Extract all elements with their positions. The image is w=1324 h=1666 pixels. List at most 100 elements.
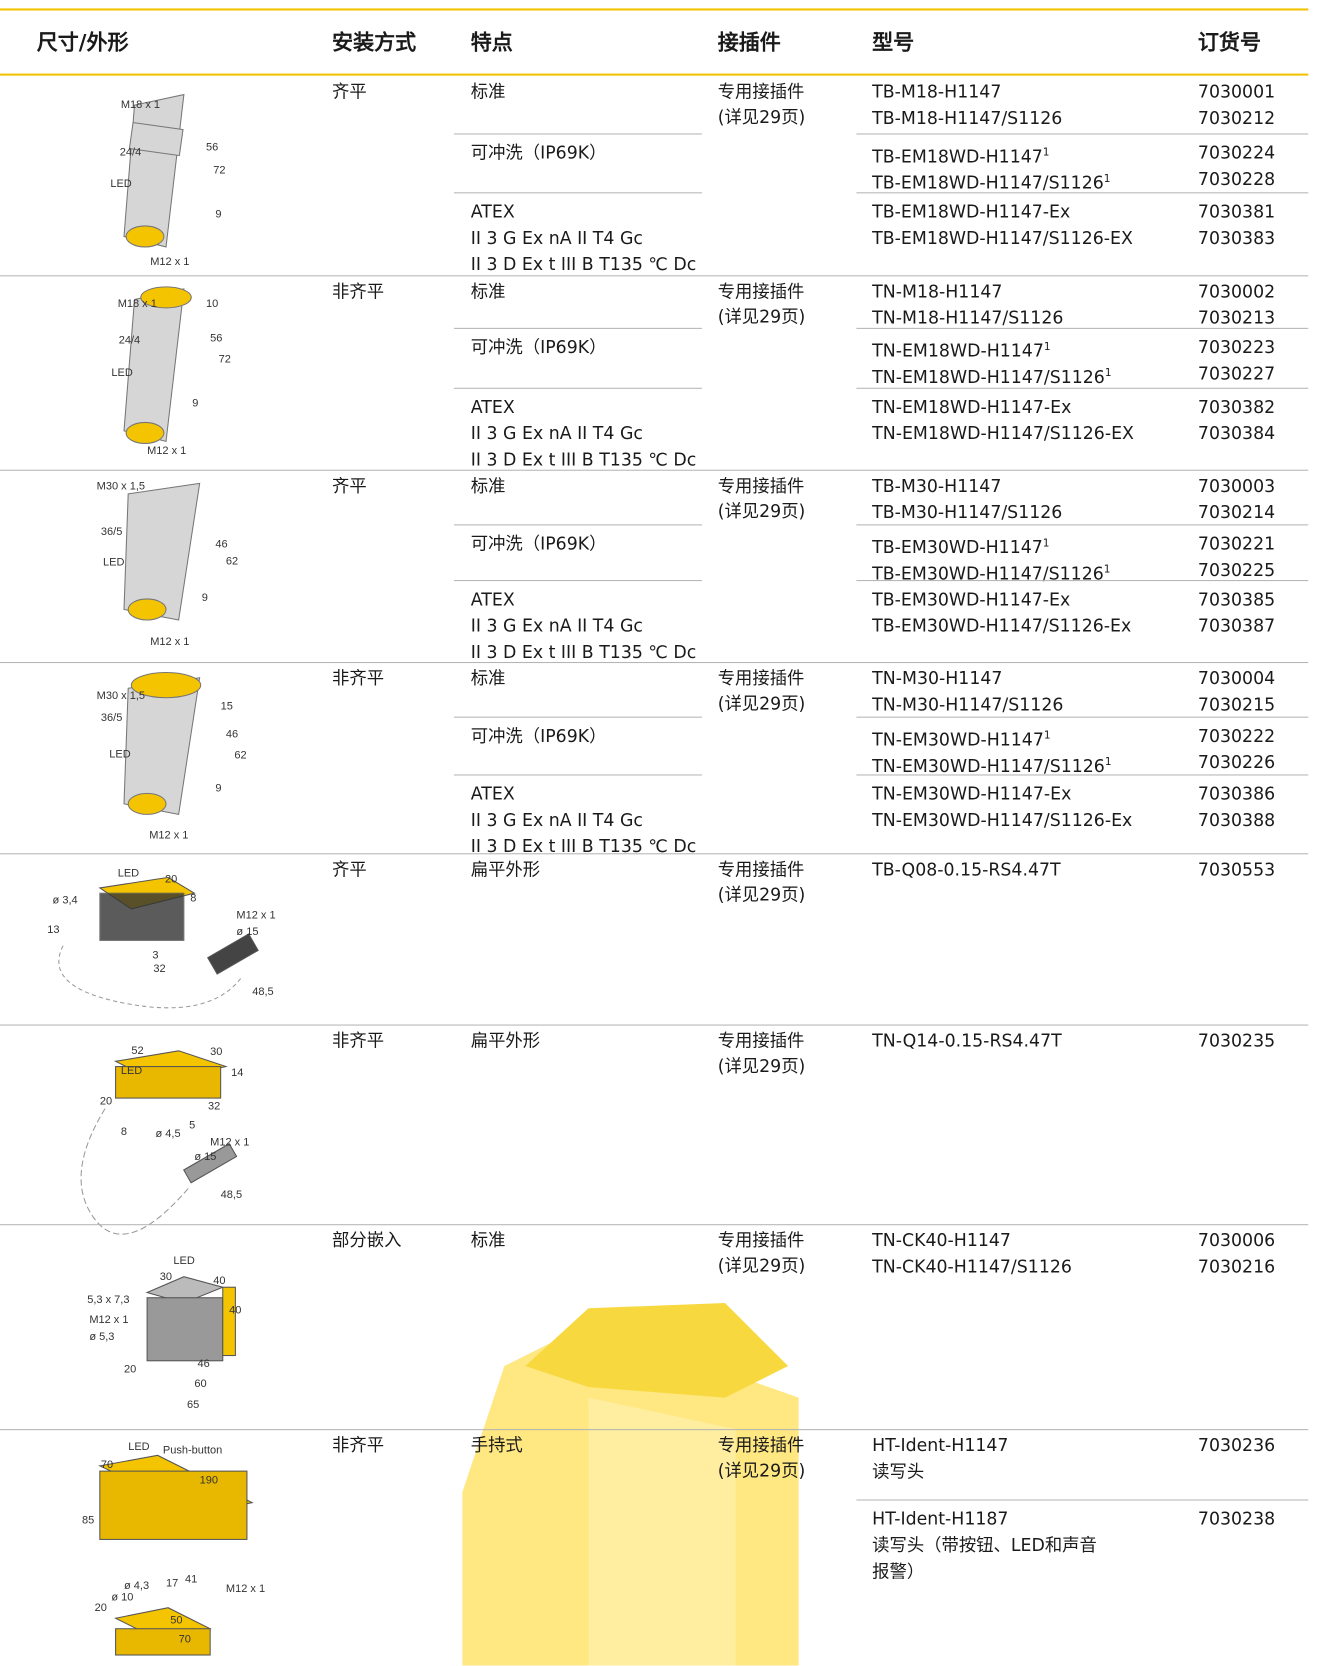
column-header: 订货号 bbox=[1197, 29, 1261, 55]
drawing-label: 70 bbox=[179, 1633, 191, 1645]
feature: 扁平外形 bbox=[470, 859, 541, 880]
drawing-label: 72 bbox=[213, 164, 225, 176]
model: TB-EM18WD-H1147/S1126-EX bbox=[872, 228, 1133, 248]
drawing-label: 32 bbox=[153, 963, 165, 975]
drawing-label: ø 4,5 bbox=[156, 1128, 181, 1140]
model: TB-M30-H1147/S1126 bbox=[872, 502, 1063, 523]
feature: ATEX bbox=[470, 589, 515, 610]
drawing-label: 5 bbox=[189, 1120, 195, 1132]
rule bbox=[856, 716, 1309, 718]
feature: II 3 G Ex nA II T4 Gc bbox=[470, 810, 643, 831]
order-number: 7030216 bbox=[1197, 1256, 1276, 1277]
connector: (详见29页) bbox=[717, 1056, 806, 1077]
feature: 标准 bbox=[470, 476, 506, 496]
order-number: 7030553 bbox=[1197, 859, 1276, 880]
drawing-label: 190 bbox=[200, 1475, 218, 1487]
drawing-label: 62 bbox=[234, 750, 246, 762]
drawing-label: M12 x 1 bbox=[150, 636, 189, 648]
drawing-label: M12 x 1 bbox=[147, 445, 186, 457]
connector: (详见29页) bbox=[717, 1255, 806, 1276]
mounting: 非齐平 bbox=[332, 668, 385, 689]
drawing-label: 9 bbox=[202, 592, 208, 604]
drawing-label: 72 bbox=[219, 354, 231, 366]
drawing-label: M30 x 1,5 bbox=[97, 481, 145, 493]
drawing-label: ø 15 bbox=[236, 926, 258, 938]
order-number: 7030386 bbox=[1197, 783, 1276, 804]
rule bbox=[453, 774, 702, 776]
feature: 可冲洗（IP69K） bbox=[470, 142, 607, 163]
feature: 可冲洗（IP69K） bbox=[470, 726, 607, 747]
drawing-label: 32 bbox=[208, 1101, 220, 1113]
connector: 专用接插件 bbox=[717, 1230, 805, 1251]
drawing-label: 46 bbox=[198, 1358, 210, 1370]
footnote-mark: 1 bbox=[1104, 756, 1112, 769]
rule bbox=[453, 192, 702, 194]
drawing-label: 48,5 bbox=[252, 986, 273, 998]
model: TB-EM30WD-H1147-Ex bbox=[872, 589, 1071, 610]
order-number: 7030236 bbox=[1197, 1435, 1276, 1456]
feature: II 3 D Ex t III B T135 ℃ Dc bbox=[470, 836, 697, 857]
drawing-label: LED bbox=[118, 867, 139, 879]
drawing-label: 20 bbox=[100, 1095, 112, 1107]
drawing-label: 24/4 bbox=[119, 335, 140, 347]
footnote-mark: 1 bbox=[1043, 341, 1051, 354]
footnote-mark: 1 bbox=[1042, 147, 1050, 159]
model-description: 读写头 bbox=[872, 1461, 925, 1482]
order-number: 7030004 bbox=[1197, 668, 1276, 689]
drawing-label: LED bbox=[103, 556, 124, 568]
drawing-label: 46 bbox=[226, 729, 238, 741]
column-header: 型号 bbox=[872, 29, 915, 55]
feature: II 3 G Ex nA II T4 Gc bbox=[470, 615, 643, 636]
drawing-label: 30 bbox=[210, 1046, 222, 1058]
rule bbox=[856, 524, 1309, 526]
model: TN-EM30WD-H1147-Ex bbox=[872, 783, 1072, 804]
drawing-label: M18 x 1 bbox=[121, 99, 160, 111]
order-number: 7030213 bbox=[1197, 307, 1276, 328]
order-number: 7030223 bbox=[1197, 337, 1276, 358]
drawing-label: 5,3 x 7,3 bbox=[87, 1294, 129, 1306]
connector: (详见29页) bbox=[717, 501, 806, 522]
model: TN-M30-H1147/S1126 bbox=[872, 694, 1064, 715]
footnote-mark: 1 bbox=[1103, 564, 1111, 576]
order-number: 7030215 bbox=[1197, 694, 1276, 715]
rule bbox=[0, 662, 1309, 664]
mounting: 非齐平 bbox=[332, 1435, 385, 1456]
connector: 专用接插件 bbox=[717, 476, 805, 496]
model: TN-M18-H1147/S1126 bbox=[872, 307, 1064, 328]
model: TB-EM18WD-H1147/S11261 bbox=[872, 172, 1111, 193]
feature: 可冲洗（IP69K） bbox=[470, 533, 607, 554]
order-number: 7030002 bbox=[1197, 281, 1276, 302]
feature: ATEX bbox=[470, 201, 515, 222]
drawing-label: 24/4 bbox=[120, 147, 141, 159]
footnote-mark: 1 bbox=[1103, 173, 1111, 185]
footnote-mark: 1 bbox=[1104, 367, 1112, 380]
drawing-label: 40 bbox=[213, 1275, 225, 1287]
rule bbox=[0, 275, 1309, 277]
connector: 专用接插件 bbox=[717, 668, 805, 689]
rule bbox=[856, 387, 1309, 389]
feature: 标准 bbox=[470, 281, 506, 302]
drawing-label: LED bbox=[109, 749, 130, 761]
model: TN-EM18WD-H1147/S11261 bbox=[872, 367, 1112, 388]
column-header: 特点 bbox=[470, 29, 513, 55]
order-number: 7030214 bbox=[1197, 502, 1276, 523]
connector: 专用接插件 bbox=[717, 859, 805, 880]
drawing-label: LED bbox=[111, 367, 132, 379]
order-number: 7030224 bbox=[1197, 142, 1276, 163]
order-number: 7030387 bbox=[1197, 615, 1276, 636]
model: TB-EM18WD-H11471 bbox=[872, 146, 1050, 167]
model-description: 报警） bbox=[872, 1561, 925, 1582]
feature: ATEX bbox=[470, 397, 515, 418]
order-number: 7030006 bbox=[1197, 1230, 1276, 1251]
drawing-label: M18 x 1 bbox=[118, 298, 157, 310]
model-description: 读写头（带按钮、LED和声音 bbox=[872, 1535, 1097, 1556]
drawing-label: LED bbox=[128, 1441, 149, 1453]
rule bbox=[0, 73, 1309, 76]
feature: II 3 D Ex t III B T135 ℃ Dc bbox=[470, 254, 697, 275]
order-number: 7030001 bbox=[1197, 81, 1276, 102]
drawing-label: 13 bbox=[47, 924, 59, 936]
model: TN-EM18WD-H11471 bbox=[872, 340, 1051, 361]
connector: 专用接插件 bbox=[717, 1030, 805, 1051]
order-number: 7030225 bbox=[1197, 560, 1276, 581]
drawing-label: 30 bbox=[160, 1271, 172, 1283]
